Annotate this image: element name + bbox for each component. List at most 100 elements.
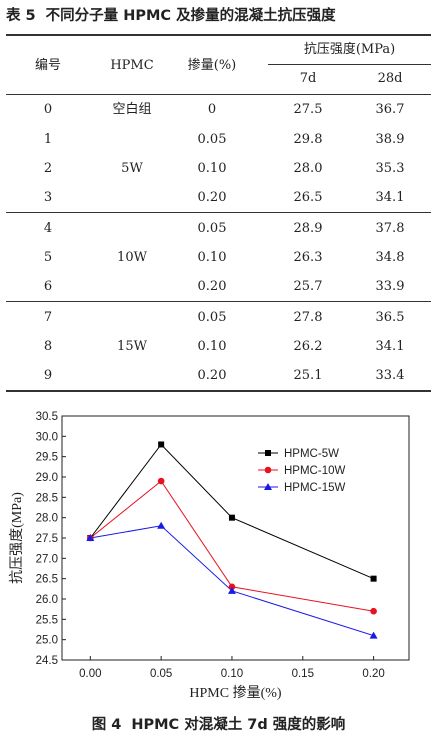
y-tick-label: 29.5	[36, 452, 58, 464]
cell-28d: 37.8	[375, 221, 405, 236]
y-axis-label: 抗压强度(MPa)	[9, 492, 25, 584]
cell-dosage: 0.20	[197, 279, 227, 294]
cell-28d: 34.1	[375, 339, 405, 354]
cell-dosage: 0.05	[197, 132, 227, 147]
cell-28d: 36.5	[375, 310, 405, 325]
cell-7d: 25.7	[293, 279, 323, 294]
legend-marker	[265, 450, 271, 456]
legend-label: HPMC-15W	[284, 482, 345, 494]
y-tick-label: 28.5	[36, 492, 58, 504]
legend-label: HPMC-10W	[284, 465, 345, 477]
cell-7d: 29.8	[293, 132, 323, 147]
cell-id: 5	[43, 250, 53, 265]
cell-28d: 33.9	[375, 279, 405, 294]
cell-id: 6	[43, 279, 53, 294]
table-caption: 表 5 不同分子量 HPMC 及掺量的混凝土抗压强度	[6, 4, 431, 28]
cell-7d: 26.3	[293, 250, 323, 265]
cell-hpmc: 5W	[121, 161, 143, 176]
cell-hpmc: 15W	[117, 339, 147, 354]
cell-hpmc: 空白组	[112, 102, 152, 117]
figure-caption-text: HPMC 对混凝土 7d 强度的影响	[131, 717, 346, 733]
legend-label: HPMC-5W	[284, 448, 339, 460]
table-group-rule-1	[6, 212, 431, 213]
table-group-rule-2	[6, 301, 431, 302]
cell-id: 7	[43, 310, 53, 325]
y-tick-label: 27.5	[36, 533, 58, 545]
y-tick-label: 25.0	[36, 635, 58, 647]
cell-28d: 35.3	[375, 161, 405, 176]
cell-28d: 36.7	[375, 102, 405, 117]
table-caption-text: 不同分子量 HPMC 及掺量的混凝土抗压强度	[45, 8, 336, 24]
cell-28d: 34.8	[375, 250, 405, 265]
cell-dosage: 0.05	[197, 221, 227, 236]
header-28d: 28d	[377, 71, 403, 86]
cell-28d: 34.1	[375, 190, 405, 205]
cell-id: 9	[43, 368, 53, 383]
cell-7d: 25.1	[293, 368, 323, 383]
y-tick-label: 28.0	[36, 513, 58, 525]
figure-caption-number: 图 4	[91, 717, 122, 733]
header-7d: 7d	[299, 71, 317, 86]
x-tick-label: 0.15	[292, 668, 314, 680]
x-tick-label: 0.10	[221, 668, 243, 680]
cell-hpmc: 10W	[117, 250, 147, 265]
legend-marker	[264, 466, 272, 474]
cell-dosage: 0.20	[197, 368, 227, 383]
cell-id: 1	[43, 132, 53, 147]
cell-7d: 26.2	[293, 339, 323, 354]
strength-line-chart: 24.5 25.0 25.5 26.0 26.5 27.0 27.5 28.0 28.5 29.0…	[9, 411, 410, 701]
cell-id: 2	[43, 161, 53, 176]
x-tick-label: 0.00	[79, 668, 101, 680]
figure-caption: 图 4 HPMC 对混凝土 7d 强度的影响	[0, 714, 437, 736]
series-line-2	[90, 480, 374, 612]
y-tick-label: 30.0	[36, 431, 58, 443]
cell-28d: 33.4	[375, 368, 405, 383]
data-point	[370, 575, 377, 582]
x-tick-label: 0.20	[362, 668, 384, 680]
cell-7d: 26.5	[293, 190, 323, 205]
cell-28d: 38.9	[375, 132, 405, 147]
cell-id: 4	[43, 221, 53, 236]
table-strength-rule	[268, 64, 431, 65]
data-point	[370, 607, 377, 615]
y-tick-label: 27.0	[36, 553, 58, 565]
y-tick-label: 30.5	[36, 411, 58, 423]
y-tick-label: 26.0	[36, 594, 58, 606]
cell-id: 0	[43, 102, 53, 117]
data-point	[228, 514, 235, 521]
table-bottom-rule	[6, 390, 431, 392]
header-id: 编号	[34, 58, 61, 73]
data-point	[157, 521, 166, 529]
y-tick-label: 25.5	[36, 614, 58, 626]
y-tick-label: 26.5	[36, 574, 58, 586]
series-line-1	[89, 443, 374, 580]
header-strength: 抗压强度(MPa)	[303, 42, 396, 57]
cell-dosage: 0.10	[197, 161, 227, 176]
table-caption-number: 表 5	[6, 8, 36, 24]
y-tick-label: 24.5	[36, 655, 58, 667]
cell-dosage: 0	[207, 102, 217, 117]
plot-frame	[61, 415, 410, 661]
cell-dosage: 0.05	[197, 310, 227, 325]
legend-marker	[264, 483, 272, 490]
data-point	[228, 583, 236, 591]
data-point	[157, 477, 165, 485]
header-hpmc: HPMC	[110, 58, 154, 73]
cell-7d: 28.0	[293, 161, 323, 176]
data-point	[227, 586, 236, 594]
cell-id: 3	[43, 190, 53, 205]
x-tick-label: 0.05	[150, 668, 172, 680]
x-axis-label: HPMC 掺量(%)	[189, 684, 282, 701]
y-tick-label: 29.0	[36, 472, 58, 484]
series-line-3	[90, 525, 374, 637]
table-header-rule	[6, 94, 431, 95]
data-point	[158, 441, 165, 448]
data-point	[369, 631, 378, 639]
cell-dosage: 0.10	[197, 250, 227, 265]
table-top-rule	[6, 34, 431, 36]
cell-dosage: 0.20	[197, 190, 227, 205]
header-dosage: 掺量(%)	[187, 58, 237, 73]
cell-id: 8	[43, 339, 53, 354]
cell-7d: 27.5	[293, 102, 323, 117]
cell-7d: 27.8	[293, 310, 323, 325]
